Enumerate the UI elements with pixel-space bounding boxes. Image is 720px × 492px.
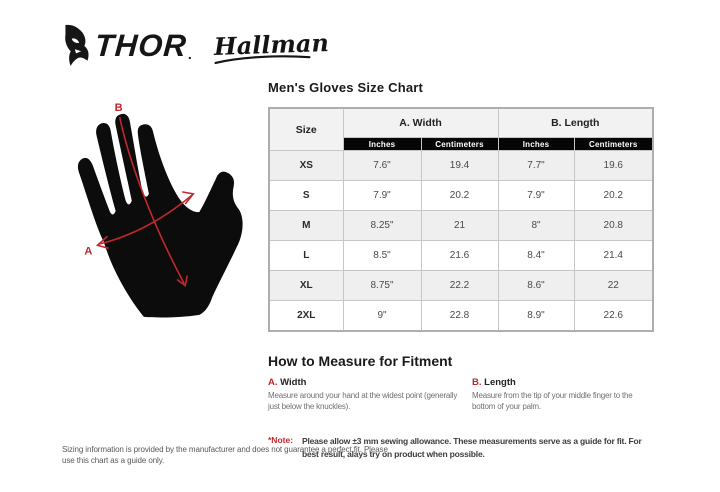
length-inches-value: 7.9" [497,180,575,211]
width-cm-value: 19.4 [420,150,499,181]
glove-measure-diagram: B A [56,84,260,336]
length-measure-line [118,117,185,284]
width-cm-value: 22.8 [420,300,499,332]
length-cm-value: 22.6 [573,300,654,332]
col-header-width: A. Width [342,107,499,138]
measure-heading: How to Measure for Fitment [268,353,453,369]
page-title: Men's Gloves Size Chart [268,80,424,95]
length-cm-value: 20.8 [573,210,654,241]
measure-width-title: A. Width [268,377,466,388]
subheader-length-cm: Centimeters [573,137,654,151]
subheader-width-inches: Inches [342,137,422,151]
length-cm-value: 22 [573,270,654,301]
length-inches-value: 8.6" [497,270,575,301]
col-header-size: Size [268,107,344,151]
size-label: XL [268,270,344,301]
width-cm-value: 20.2 [420,180,499,211]
diagram-label-a: A [84,245,92,257]
size-label: L [268,240,344,271]
length-inches-value: 8.4" [497,240,575,271]
table-header-row: Size A. Width B. Length [268,107,654,151]
subheader-width-cm: Centimeters [420,137,499,151]
measure-width-block: A. Width Measure around your hand at the… [268,377,466,412]
length-inches-value: 7.7" [497,150,575,181]
length-arrowhead-icon [176,275,189,288]
measure-length-block: B. Length Measure from the tip of your m… [472,377,656,412]
subheader-length-inches: Inches [497,137,575,151]
col-header-length: B. Length [497,107,654,138]
width-inches-value: 7.6" [342,150,422,181]
manufacturer-disclaimer: Sizing information is provided by the ma… [62,445,388,466]
thor-logo-dot: . [187,46,192,62]
thor-logo: THOR . [62,24,192,66]
width-inches-value: 8.75" [342,270,422,301]
width-measure-line [98,194,193,246]
measure-length-description: Measure from the tip of your middle fing… [472,391,633,412]
measure-width-key: A. [268,377,278,388]
length-inches-value: 8" [497,210,575,241]
table-row: M 8.25" 21 8" 20.8 [268,210,654,241]
measure-width-word: Width [280,377,307,388]
size-label: M [268,210,344,241]
measure-length-title: B. Length [472,377,656,388]
measure-width-description: Measure around your hand at the widest p… [268,391,458,412]
brand-logos: THOR . Hallman [62,24,329,66]
length-cm-value: 21.4 [573,240,654,271]
length-cm-value: 20.2 [573,180,654,211]
width-arrowhead-left-icon [95,235,109,250]
width-cm-value: 21.6 [420,240,499,271]
hallman-swash-icon [214,54,311,64]
note-text: Please allow ±3 mm sewing allowance. The… [302,436,642,459]
hallman-logo: Hallman [213,28,329,64]
sizing-note: *Note: Please allow ±3 mm sewing allowan… [268,435,656,461]
glove-silhouette [77,113,243,318]
size-label: XS [268,150,344,181]
measure-length-word: Length [484,377,516,388]
width-cm-value: 22.2 [420,270,499,301]
width-inches-value: 9" [342,300,422,332]
table-row: L 8.5" 21.6 8.4" 21.4 [268,240,654,271]
table-row: XS 7.6" 19.4 7.7" 19.6 [268,150,654,181]
length-inches-value: 8.9" [497,300,575,332]
thor-helmet-icon [65,24,89,66]
width-cm-value: 21 [420,210,499,241]
glove-diagram-svg: B A [77,102,243,318]
width-inches-value: 8.25" [342,210,422,241]
size-label: 2XL [268,300,344,332]
thor-logo-text: THOR [93,27,189,63]
width-inches-value: 8.5" [342,240,422,271]
length-cm-value: 19.6 [573,150,654,181]
table-row: 2XL 9" 22.8 8.9" 22.6 [268,300,654,332]
size-table: Size A. Width B. Length Inches Centimete… [268,107,655,332]
table-row: S 7.9" 20.2 7.9" 20.2 [268,180,654,211]
note-label: *Note: [268,435,294,445]
size-chart-section: Men's Gloves Size Chart Size A. Width B.… [268,80,656,461]
measure-length-key: B. [472,377,482,388]
diagram-label-b: B [115,102,123,114]
size-label: S [268,180,344,211]
table-row: XL 8.75" 22.2 8.6" 22 [268,270,654,301]
width-inches-value: 7.9" [342,180,422,211]
width-arrowhead-right-icon [182,191,195,205]
